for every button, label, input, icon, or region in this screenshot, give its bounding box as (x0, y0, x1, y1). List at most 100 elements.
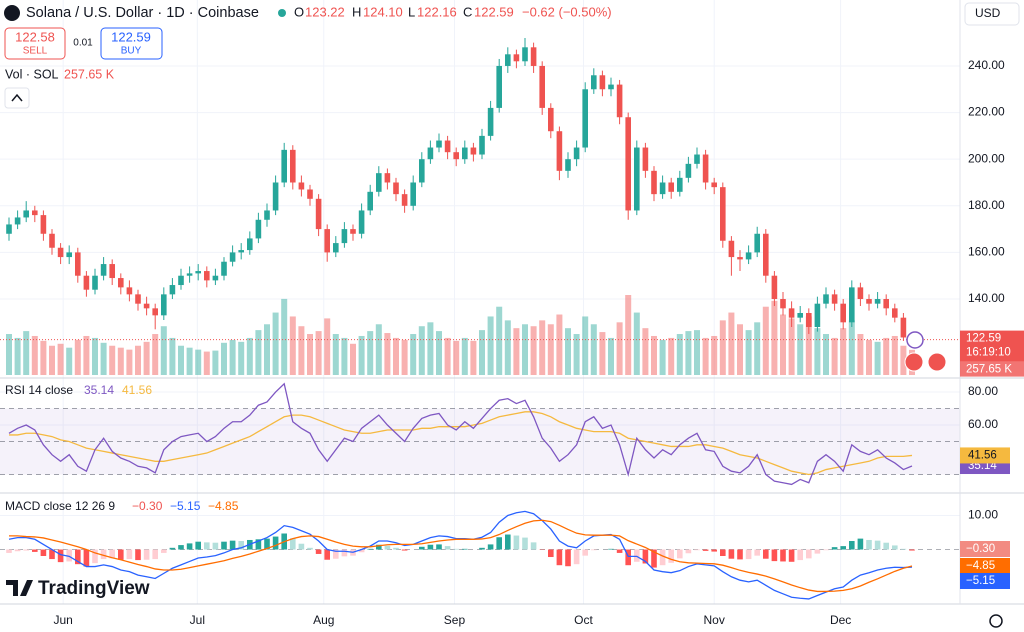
histogram-bar (307, 547, 313, 550)
ohlc-label: C (463, 4, 472, 19)
candle-body (32, 210, 38, 216)
histogram-bar (66, 549, 72, 562)
candle-body (401, 194, 408, 206)
volume-bar (436, 331, 442, 375)
candle-body (281, 149, 287, 183)
axis-tag-label: 41.56 (968, 449, 997, 461)
candle-body (745, 252, 752, 260)
candle-body (771, 275, 778, 300)
volume-bar (350, 343, 356, 375)
volume-bar (461, 337, 468, 375)
candle-body (479, 135, 485, 155)
histogram-bar (298, 543, 305, 550)
candle-body (350, 229, 356, 234)
volume-bar (264, 324, 270, 375)
settings-icon[interactable] (989, 614, 1003, 628)
volume-bar (479, 330, 485, 375)
histogram-bar (341, 549, 348, 557)
volume-bar (840, 328, 847, 375)
candle-body (505, 54, 511, 66)
volume-bar (444, 337, 451, 375)
y-tick-label: 60.00 (968, 417, 998, 431)
histogram-bar (444, 546, 451, 550)
histogram-bar (487, 544, 494, 550)
volume-bar (866, 339, 872, 375)
volume-bar (57, 343, 64, 375)
candle-body (324, 229, 330, 253)
candle-body (109, 264, 115, 279)
axis-tag (960, 558, 1010, 574)
volume-bar (135, 345, 141, 375)
histogram-bar (694, 549, 700, 551)
histogram-bar (367, 548, 373, 550)
volume-bar (203, 351, 210, 375)
volume-bar (857, 334, 864, 375)
histogram-bar (788, 549, 795, 562)
volume-bar (900, 345, 907, 375)
buy-button[interactable] (100, 27, 163, 60)
y-tick-label: 140.00 (968, 291, 1005, 305)
ohlc-value: 123.22 (305, 4, 345, 19)
volume-bar (539, 320, 546, 375)
histogram-bar (522, 537, 528, 550)
collapse-button[interactable] (4, 87, 30, 109)
volume-bar (547, 324, 554, 375)
candle-body (49, 233, 55, 248)
volume-bar (848, 320, 855, 375)
histogram-bar (255, 539, 262, 550)
volume-bar (289, 316, 296, 375)
last-price: 122.59 (966, 333, 1001, 345)
candle-body (453, 152, 459, 160)
histogram-bar (14, 549, 21, 552)
histogram-bar (221, 541, 227, 550)
histogram-bar (204, 542, 210, 550)
histogram-bar (333, 549, 339, 559)
histogram-bar (152, 549, 158, 560)
histogram-bar (57, 549, 64, 563)
legend-value: 41.56 (122, 383, 152, 397)
currency-button[interactable] (964, 2, 1020, 26)
volume-bar (92, 337, 98, 375)
candle-body (126, 287, 133, 295)
volume-tag (960, 361, 1024, 377)
histogram-bar (169, 547, 176, 550)
candle-body (582, 89, 588, 148)
candle-body (118, 278, 124, 288)
volume-bar (453, 340, 460, 375)
candle-body (573, 147, 580, 160)
volume (6, 295, 915, 375)
histogram-bar (212, 542, 219, 550)
sell-price: 122.58 (15, 29, 55, 44)
sell-button[interactable] (4, 27, 66, 60)
grid (0, 0, 960, 604)
spread: 0.01 (73, 38, 93, 49)
y-tick-label: 10.00 (968, 508, 998, 522)
candle-body (685, 163, 692, 178)
volume-bar (281, 298, 288, 375)
event-icon[interactable] (906, 331, 924, 349)
volume-bar (229, 339, 236, 375)
histogram-bar (582, 549, 588, 556)
volume-bar (74, 339, 81, 375)
candle-body (436, 140, 442, 148)
candle-body (238, 250, 244, 253)
y-tick-label: 240.00 (968, 58, 1005, 72)
legend-value: −5.15 (170, 499, 201, 513)
histogram-bar (616, 549, 623, 553)
histogram-bar (900, 548, 907, 550)
histogram-bar (83, 549, 90, 567)
candle-body (548, 107, 554, 132)
volume-bar (126, 349, 133, 375)
event-flag[interactable] (904, 352, 924, 372)
histogram-bar (324, 549, 330, 560)
histogram-bar (32, 549, 38, 552)
histogram-bar (625, 549, 631, 566)
candle-body (591, 75, 597, 90)
histogram-bar (126, 549, 133, 560)
event-flag[interactable] (927, 352, 947, 372)
histogram-bar (806, 549, 812, 559)
volume-bar (470, 340, 477, 375)
histogram-bar (745, 549, 752, 560)
candle-body (487, 107, 494, 136)
